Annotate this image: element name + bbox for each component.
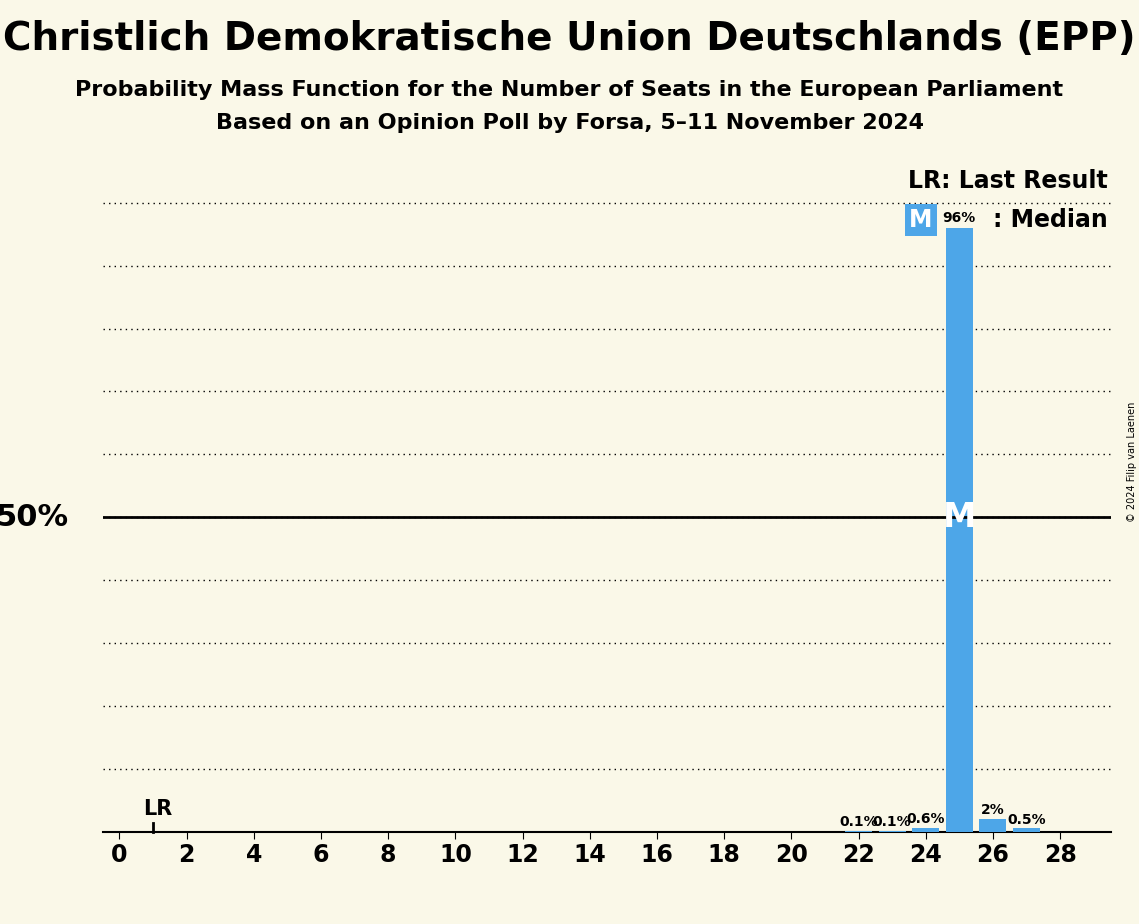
Text: M: M [909, 208, 933, 232]
Text: Based on an Opinion Poll by Forsa, 5–11 November 2024: Based on an Opinion Poll by Forsa, 5–11 … [215, 113, 924, 133]
Text: Christlich Demokratische Union Deutschlands (EPP): Christlich Demokratische Union Deutschla… [3, 20, 1136, 58]
Text: LR: LR [142, 799, 172, 819]
Text: 50%: 50% [0, 503, 69, 531]
Bar [1013, 829, 1040, 832]
Bar [945, 228, 973, 832]
Text: 0.6%: 0.6% [907, 812, 945, 826]
Text: 0.1%: 0.1% [872, 815, 911, 829]
Text: 0.5%: 0.5% [1007, 812, 1046, 827]
Bar [980, 819, 1007, 832]
Text: : Median: : Median [993, 208, 1107, 232]
Text: 2%: 2% [981, 803, 1005, 817]
Text: 96%: 96% [943, 211, 976, 225]
Text: Probability Mass Function for the Number of Seats in the European Parliament: Probability Mass Function for the Number… [75, 80, 1064, 101]
Text: © 2024 Filip van Laenen: © 2024 Filip van Laenen [1126, 402, 1137, 522]
Bar [912, 828, 940, 832]
Text: M: M [943, 501, 976, 534]
Text: 0.1%: 0.1% [839, 815, 878, 829]
Text: LR: Last Result: LR: Last Result [908, 169, 1107, 193]
